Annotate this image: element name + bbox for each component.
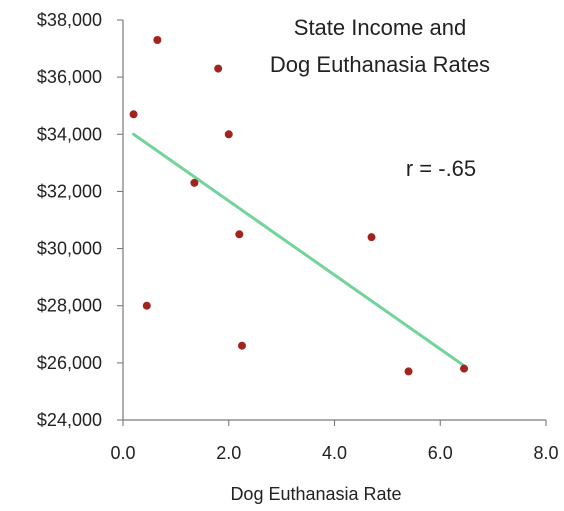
labels-layer: $24,000 $26,000 $28,000 $30,000 $32,000 $34,0…	[37, 10, 559, 463]
scatter-point	[460, 364, 469, 373]
scatter-point	[142, 301, 151, 310]
scatter-point	[237, 341, 246, 350]
x-tick-label: 6.0	[428, 443, 453, 463]
points-layer	[129, 36, 469, 376]
scatter-point	[235, 230, 244, 239]
scatter-point	[129, 110, 138, 119]
trendline-layer	[132, 132, 466, 368]
y-tick-label: $34,000	[37, 124, 102, 144]
correlation-annotation: r = -.65	[406, 156, 476, 181]
x-tick-label: 8.0	[533, 443, 558, 463]
axes-layer	[117, 19, 547, 426]
scatter-point	[190, 178, 199, 187]
y-tick-label: $26,000	[37, 353, 102, 373]
x-axis-title: Dog Euthanasia Rate	[230, 484, 401, 504]
chart-title-line-2: Dog Euthanasia Rates	[270, 52, 490, 77]
x-tick-label: 2.0	[216, 443, 241, 463]
x-tick-label: 0.0	[110, 443, 135, 463]
y-tick-label: $38,000	[37, 10, 102, 30]
scatter-point	[367, 233, 376, 242]
y-tick-label: $36,000	[37, 67, 102, 87]
y-tick-label: $28,000	[37, 296, 102, 316]
scatter-point	[404, 367, 413, 376]
y-tick-label: $30,000	[37, 239, 102, 259]
y-tick-label: $24,000	[37, 410, 102, 430]
scatter-point	[214, 64, 223, 73]
trendline	[132, 132, 466, 368]
scatter-point	[224, 130, 233, 139]
scatter-point	[153, 36, 162, 44]
chart-title-line-1: State Income and	[294, 15, 466, 40]
y-tick-label: $32,000	[37, 181, 102, 201]
x-tick-label: 4.0	[322, 443, 347, 463]
